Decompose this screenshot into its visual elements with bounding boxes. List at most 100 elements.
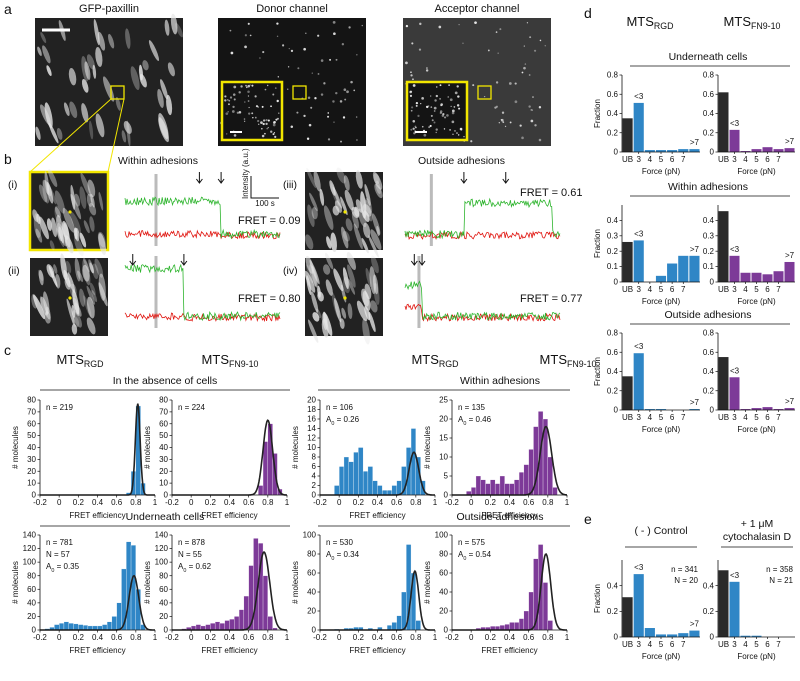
adhesion-streak [47, 184, 57, 205]
molecule-spot [227, 99, 229, 101]
molecule-spot [524, 63, 527, 65]
histogram-bar [210, 623, 216, 631]
histogram-bar [238, 609, 245, 631]
bar [729, 255, 740, 282]
molecule-spot [310, 106, 313, 109]
histogram-bar [102, 624, 108, 631]
y-axis-label: # molecules [423, 426, 432, 469]
text-part: MTS [626, 14, 654, 29]
y-tick-label: 60 [159, 585, 168, 594]
adhesion-streak [38, 184, 48, 203]
x-tick-label: 5 [659, 640, 664, 649]
text-part: A [458, 415, 464, 424]
histogram-bar [54, 624, 60, 631]
panel-label: d [584, 5, 592, 21]
x-tick-label: 0 [57, 498, 62, 507]
x-tick-label: 4 [743, 285, 748, 294]
molecule-spot [267, 84, 269, 87]
molecule-spot [430, 106, 433, 108]
histogram-bar [73, 623, 79, 631]
adhesion-streak [35, 126, 41, 141]
y-tick-label: 0.2 [703, 607, 715, 616]
adhesion-streak [42, 45, 51, 64]
subscript: 0 [183, 568, 186, 574]
molecule-spot [259, 57, 261, 59]
molecule-spot [267, 119, 270, 122]
molecule-spot [514, 82, 517, 85]
construct-title: MTSRGD [411, 352, 458, 369]
y-tick-label: 0 [164, 626, 169, 635]
annotation: A0 = 0.26 [326, 415, 360, 427]
adhesion-streak [311, 207, 318, 220]
histogram-bar [514, 622, 520, 631]
adhesion-streak [323, 264, 331, 275]
adhesion-streak [158, 113, 169, 140]
y-tick-label: 0 [710, 406, 715, 415]
molecule-spot [454, 129, 456, 132]
molecule-spot [297, 67, 300, 70]
molecule-spot [457, 134, 460, 136]
x-tick-label: 6 [670, 155, 675, 164]
x-tick-label: 0.6 [523, 633, 535, 642]
y-tick-label: 0 [164, 491, 169, 500]
image-title: Acceptor channel [435, 3, 520, 15]
text-part: A [458, 550, 464, 559]
molecule-spot [255, 117, 257, 119]
molecule-spot [224, 95, 227, 98]
x-tick-label: 7 [776, 285, 781, 294]
molecule-spot [452, 133, 454, 135]
molecule-spot [458, 107, 461, 110]
scale-label: 100 s [255, 199, 275, 208]
bar [622, 118, 633, 152]
y-tick-label: 60 [307, 569, 316, 578]
text-part: MTS [724, 14, 752, 29]
molecule-spot [303, 47, 306, 51]
x-tick-label: UB [622, 285, 633, 294]
adhesion-streak [123, 120, 132, 134]
molecule-spot [332, 21, 336, 24]
adhesion-streak [91, 290, 98, 303]
x-tick-label: 5 [659, 285, 664, 294]
y-tick-label: 4 [312, 472, 317, 481]
y-tick-label: 80 [159, 571, 168, 580]
histogram-bar [348, 461, 354, 496]
molecule-spot [267, 127, 269, 129]
molecule-spot [288, 48, 290, 50]
adhesion-streak [98, 282, 108, 307]
molecule-spot [264, 132, 266, 135]
y-tick-label: 40 [159, 443, 168, 452]
adhesion-streak [108, 33, 115, 49]
micrograph [304, 252, 383, 345]
adhesion-streak [362, 203, 372, 217]
image-background [35, 18, 183, 146]
molecule-spot [521, 136, 524, 140]
molecule-spot [303, 114, 306, 118]
x-tick-label: -0.2 [33, 633, 47, 642]
molecule-spot [435, 131, 437, 134]
x-tick-label: UB [718, 155, 729, 164]
adhesion-streak [40, 32, 47, 44]
x-tick-label: UB [622, 640, 633, 649]
x-tick-label: 0.2 [353, 633, 365, 642]
bar-annotation: <3 [634, 92, 644, 101]
adhesion-streak [355, 199, 364, 213]
molecule-spot [277, 117, 279, 120]
roi-box [110, 85, 125, 100]
molecule-spot [229, 29, 232, 32]
group-title: Within adhesions [460, 375, 540, 387]
bar [718, 92, 729, 152]
x-axis-label: Force (pN) [642, 652, 681, 661]
molecule-spot [262, 50, 265, 54]
y-tick-label: 20 [159, 467, 168, 476]
x-tick-label: 0 [189, 498, 194, 507]
y-tick-label: 20 [27, 612, 36, 621]
x-tick-label: 3 [636, 413, 641, 422]
y-tick-label: 70 [159, 407, 168, 416]
x-tick-label: 0.8 [130, 498, 142, 507]
y-tick-label: 0.4 [703, 367, 715, 376]
group-title: Outside adhesions [457, 511, 544, 523]
zoom-line [29, 98, 112, 173]
y-tick-label: 30 [159, 455, 168, 464]
adhesion-streak [125, 28, 131, 49]
x-tick-label: 3 [732, 413, 737, 422]
